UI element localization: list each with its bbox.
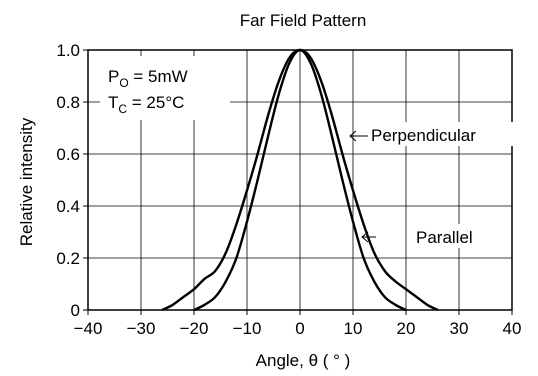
condition-po: PO = 5mW [108,67,188,90]
x-axis-label: Angle, θ ( ° ) [256,351,351,370]
plot-frame [87,49,513,311]
x-tick-label: 10 [344,319,363,338]
condition-tc-sub: C [118,102,127,116]
y-tick-label: 0.6 [56,145,80,164]
annotation-parallel: Parallel [416,228,473,247]
condition-tc: TC = 25°C [108,93,184,116]
x-tick-label: −30 [127,319,156,338]
annotation-perpendicular: Perpendicular [371,126,476,145]
annotation-parallel-bg [412,224,502,248]
x-tick-label: −40 [74,319,103,338]
x-tick-label: −20 [180,319,209,338]
y-tick-label: 0.2 [56,249,80,268]
condition-po-main: P [108,67,119,86]
y-tick-label: 0.4 [56,197,80,216]
annotations: Perpendicular Parallel [349,122,526,248]
y-tick-label: 0.8 [56,93,80,112]
annotation-perpendicular-arrowhead [349,130,357,142]
condition-po-rest: = 5mW [129,67,188,86]
x-tick-label: 30 [450,319,469,338]
y-tick-label: 1.0 [56,41,80,60]
x-tick-label: 0 [295,319,304,338]
condition-po-sub: O [119,76,128,90]
x-tick-label: 20 [397,319,416,338]
y-axis-label: Relative intensity [17,117,36,246]
tick-labels: −40 −30 −20 −10 0 10 20 30 40 0 0.2 0.4 0.6 0.8 1.0 [56,41,521,338]
conditions-box-bg [100,56,230,120]
x-tick-label: −10 [233,319,262,338]
x-tick-label: 40 [503,319,522,338]
annotation-perpendicular-bg [368,122,526,146]
annotation-parallel-arrowhead [361,231,369,243]
condition-tc-main: T [108,93,118,112]
condition-tc-rest: = 25°C [127,93,184,112]
chart-title: Far Field Pattern [240,11,367,30]
conditions-box: PO = 5mW TC = 25°C [100,56,230,120]
y-tick-label: 0 [71,301,80,320]
